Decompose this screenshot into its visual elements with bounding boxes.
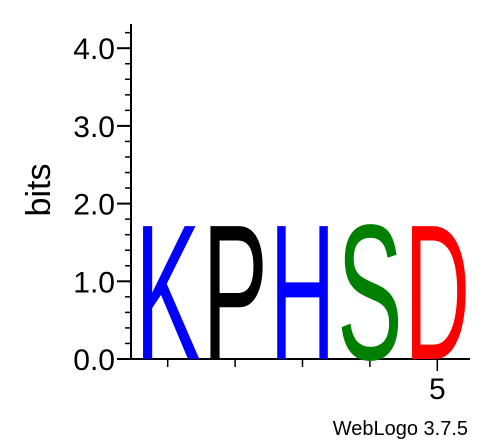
y-tick-label: 1.0: [73, 266, 115, 299]
y-tick-label: 4.0: [73, 33, 115, 66]
x-tick-label: 5: [429, 373, 446, 406]
y-tick-label: 0.0: [73, 344, 115, 377]
logo-letter-d: D: [405, 184, 470, 400]
logo-letter-k: K: [135, 185, 200, 401]
logo-letter-p: P: [202, 185, 267, 401]
logo-letter-h: H: [270, 184, 335, 400]
logo-letter-s: S: [337, 185, 402, 401]
y-axis: 0.0 1.0 2.0 3.0 4.0: [73, 24, 132, 377]
y-tick-label: 3.0: [73, 111, 115, 144]
y-axis-label: bits: [20, 164, 58, 217]
y-tick-label: 2.0: [73, 189, 115, 222]
x-axis: 5: [131, 358, 470, 406]
credit-label: WebLogo 3.7.5: [333, 418, 468, 440]
